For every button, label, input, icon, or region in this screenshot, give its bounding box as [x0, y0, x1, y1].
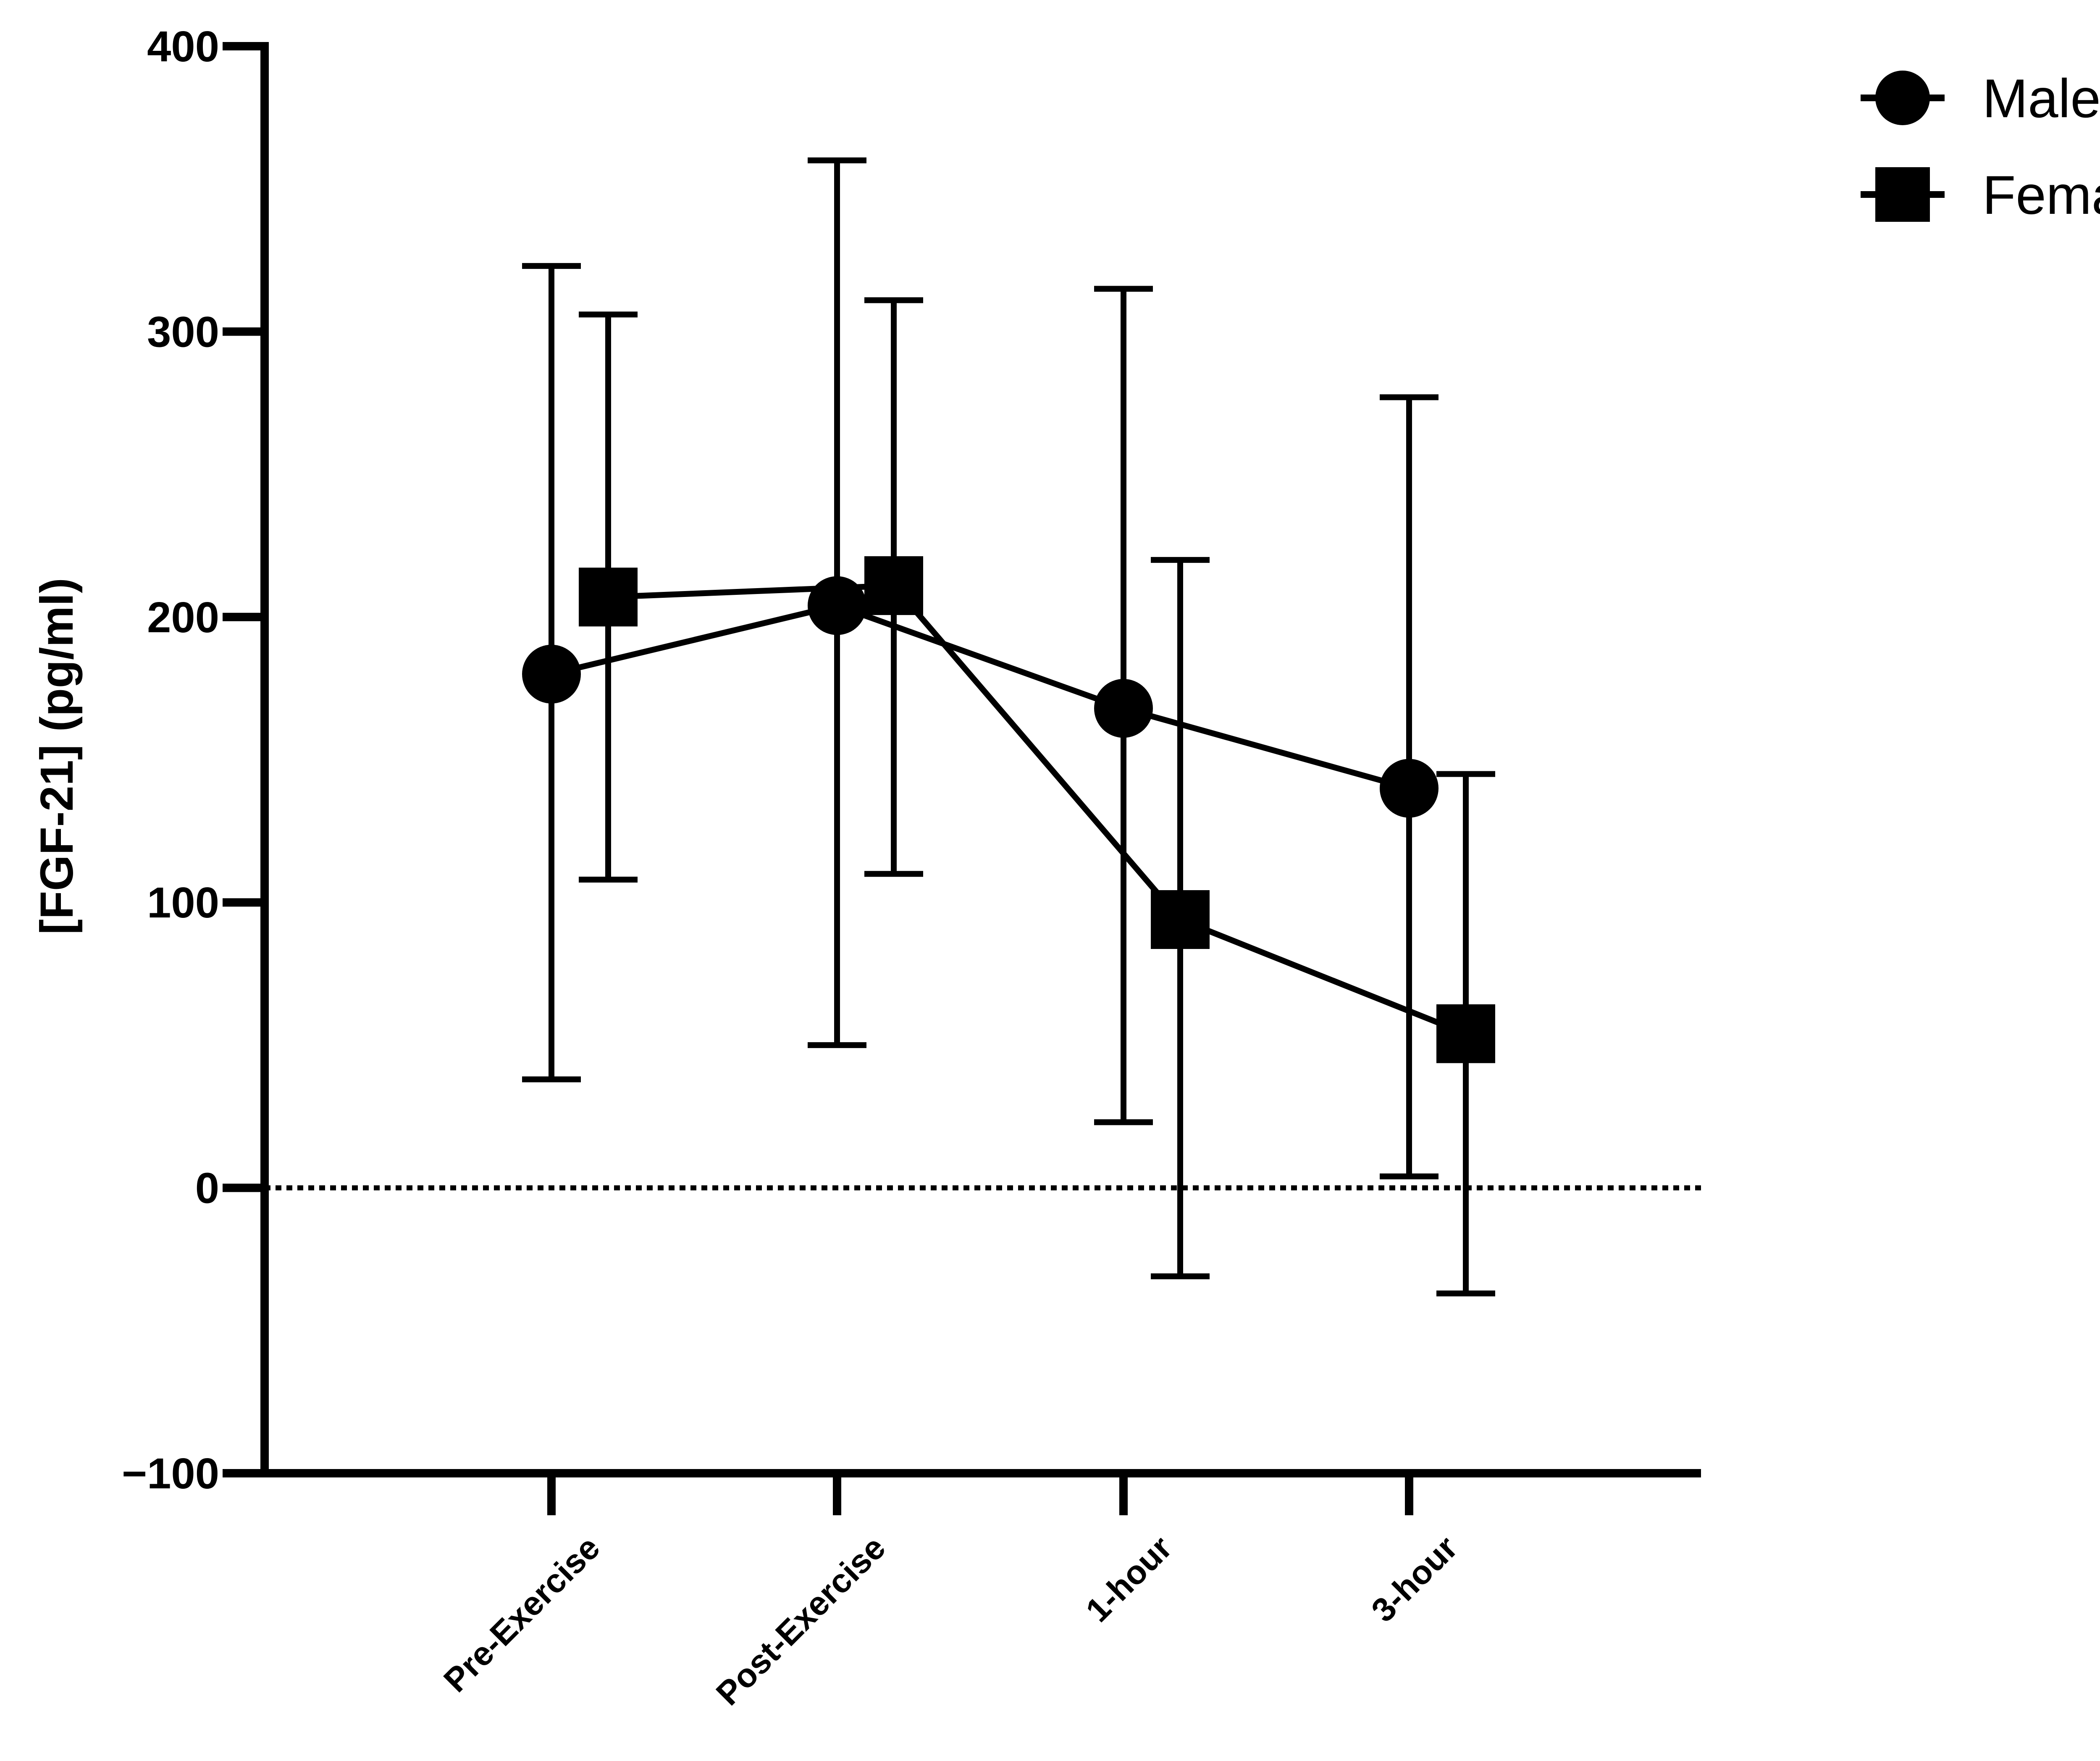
y-tick-label: 100	[147, 878, 219, 927]
legend-marker-circle	[1875, 71, 1930, 125]
y-tick-label: −100	[122, 1449, 219, 1498]
x-tick-label: Pre-Exercise	[436, 1529, 607, 1699]
series-line	[551, 602, 1410, 791]
series-male	[522, 157, 1438, 1180]
legend-label: Male	[1982, 68, 2100, 129]
data-point	[579, 568, 638, 627]
legend: Male Female	[1861, 68, 2100, 226]
legend-item-male: Male	[1861, 68, 2100, 129]
x-tick-label: Post-Exercise	[709, 1529, 892, 1712]
series-layer	[522, 157, 1495, 1296]
data-point	[1094, 679, 1153, 738]
legend-item-female: Female	[1861, 164, 2100, 226]
y-tick-label: 200	[147, 593, 219, 641]
x-tick-label: 3-hour	[1364, 1529, 1465, 1629]
ticks-layer: −100 0 100 200 300 400 Pre-Exercise Post-Exerci…	[122, 22, 1465, 1712]
y-tick-label: 400	[147, 22, 219, 71]
axes-layer	[260, 42, 1701, 1477]
x-tick-label: 1-hour	[1079, 1529, 1179, 1629]
data-point	[1151, 890, 1210, 949]
data-point	[1380, 759, 1438, 818]
legend-marker-square	[1875, 167, 1930, 222]
data-point	[522, 644, 581, 704]
data-point	[864, 556, 923, 615]
legend-label: Female	[1982, 164, 2100, 226]
series-female	[579, 297, 1495, 1296]
y-tick-label: 300	[147, 308, 219, 356]
y-axis-title: [FGF-21] (pg/ml)	[31, 578, 83, 934]
y-tick-label: 0	[195, 1164, 219, 1212]
data-point	[1436, 1004, 1495, 1063]
series-line	[608, 582, 1467, 1037]
